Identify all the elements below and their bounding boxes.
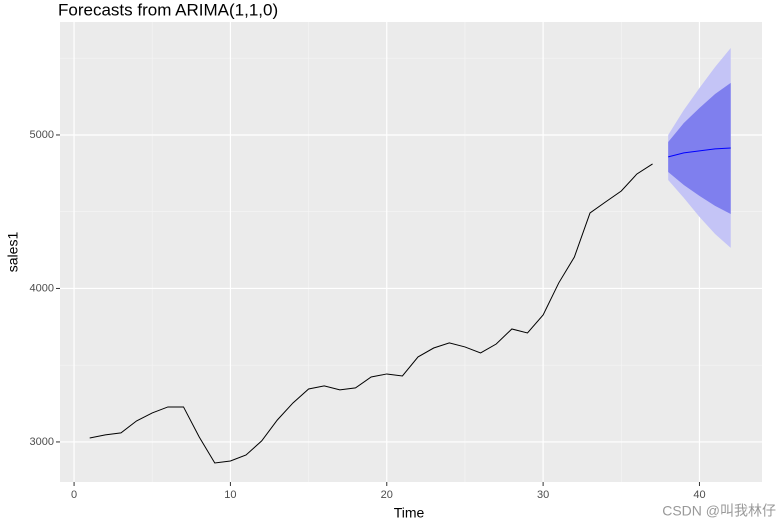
- y-tick-label: 3000: [30, 436, 54, 448]
- x-tick-label: 40: [693, 489, 705, 501]
- x-axis-label: Time: [394, 505, 425, 521]
- x-tick-label: 30: [537, 489, 549, 501]
- history-line: [89, 163, 653, 464]
- y-axis-label: sales1: [5, 232, 21, 273]
- x-tick-label: 0: [71, 489, 77, 501]
- x-tick-label: 10: [224, 489, 236, 501]
- forecast-line: [668, 147, 731, 158]
- y-tick-label: 4000: [30, 282, 54, 294]
- y-tick-label: 5000: [30, 129, 54, 141]
- watermark: CSDN @叫我林仔: [662, 503, 776, 519]
- interval-80: [668, 82, 731, 215]
- panel: [60, 22, 762, 482]
- x-tick-label: 20: [381, 489, 393, 501]
- chart-title: Forecasts from ARIMA(1,1,0): [58, 0, 278, 19]
